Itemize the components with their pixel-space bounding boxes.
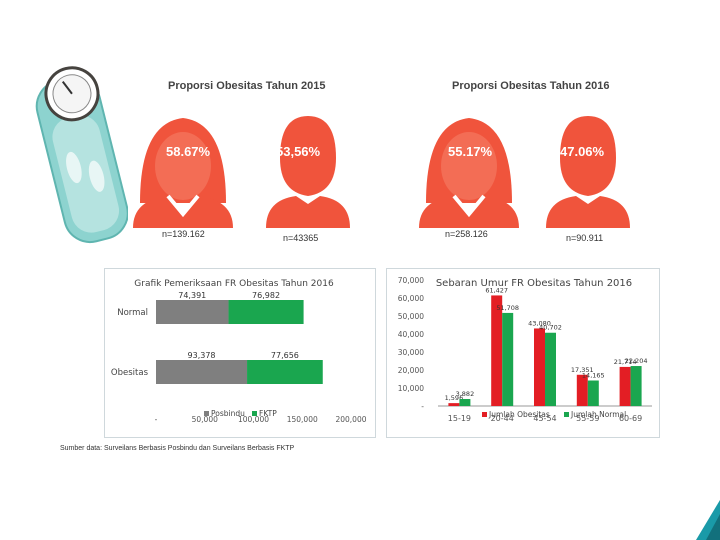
chart2-data-label-jumlah-normal-20-44: 51,708 xyxy=(496,304,519,312)
chart2-y-tick-1: 10,000 xyxy=(398,384,424,393)
chart1-bar-posbindu-obesitas xyxy=(156,360,248,384)
bathroom-scale-icon xyxy=(35,66,128,244)
chart2-bar-jumlah-normal-20-44 xyxy=(502,312,514,406)
chart2-bar-jumlah-normal-45-54 xyxy=(545,332,556,406)
chart2-y-tick-5: 50,000 xyxy=(398,312,424,321)
chart-sebaran-umur: Sebaran Umur FR Obesitas Tahun 2016 - 10,… xyxy=(398,276,652,423)
chart2-y-tick-0: - xyxy=(421,402,424,411)
chart1-category-normal: Normal xyxy=(117,308,148,318)
chart2-category-55-59: 55-59 xyxy=(576,414,599,423)
chart2-legend-jumlah-normal: Jumlah Normal xyxy=(570,410,626,419)
chart2-data-label-jumlah-normal-45-54: 40,702 xyxy=(539,324,562,332)
pct-male-2016: 47.06% xyxy=(560,144,605,159)
chart2-legend-jumlah-obesitas: Jumlah Obesitas xyxy=(488,410,550,419)
chart1-x-tick-2: 100,000 xyxy=(238,415,269,424)
chart2-bar-jumlah-obesitas-45-54 xyxy=(534,328,545,406)
chart2-y-tick-6: 60,000 xyxy=(398,294,424,303)
chart1-data-label-fktp-normal: 76,982 xyxy=(252,291,280,300)
chart1-legend-swatch-posbindu xyxy=(204,411,209,416)
chart1-x-tick-1: 50,000 xyxy=(192,415,218,424)
chart2-y-tick-4: 40,000 xyxy=(398,330,424,339)
chart2-bar-jumlah-obesitas-60-69 xyxy=(619,366,631,406)
chart2-data-label-jumlah-obesitas-55-59: 17,351 xyxy=(571,366,594,374)
chart1-x-tick-3: 150,000 xyxy=(287,415,318,424)
chart2-data-label-jumlah-normal-60-69: 22,204 xyxy=(625,357,648,365)
chart1-data-label-posbindu-obesitas: 93,378 xyxy=(188,351,216,360)
source-note: Sumber data: Surveilans Berbasis Posbind… xyxy=(60,445,295,452)
chart2-data-label-jumlah-obesitas-60-69: 21,714 xyxy=(614,358,637,366)
chart2-bar-jumlah-obesitas-20-44 xyxy=(491,295,503,406)
chart2-bar-jumlah-normal-15-19 xyxy=(459,399,471,406)
chart2-data-label-jumlah-obesitas-20-44: 61,427 xyxy=(485,286,508,294)
chart1-x-tick-0: - xyxy=(155,415,158,424)
chart2-y-tick-7: 70,000 xyxy=(398,276,424,285)
pct-female-2015: 58.67% xyxy=(166,144,211,159)
chart2-category-60-69: 60-69 xyxy=(619,414,642,423)
chart-pemeriksaan: Grafik Pemeriksaan FR Obesitas Tahun 201… xyxy=(111,279,367,424)
chart1-bar-fktp-normal xyxy=(228,300,304,324)
chart1-legend-fktp: FKTP xyxy=(259,409,277,418)
chart2-category-20-44: 20-44 xyxy=(491,414,514,423)
chart2-bar-jumlah-normal-55-59 xyxy=(587,380,599,406)
female-figure-2015-icon xyxy=(133,118,233,228)
male-figure-2016-icon xyxy=(546,116,630,228)
chart2-data-label-jumlah-normal-55-59: 14,165 xyxy=(582,372,605,380)
chart2-legend-swatch-jumlah-normal xyxy=(564,412,569,417)
n-female-2016: n=258.126 xyxy=(445,229,488,239)
chart1-x-tick-4: 200,000 xyxy=(335,415,366,424)
chart1-legend-posbindu: Posbindu xyxy=(211,409,245,418)
chart1-legend-swatch-fktp xyxy=(252,411,257,416)
chart2-category-15-19: 15-19 xyxy=(448,414,471,423)
chart-sebaran-umur-frame xyxy=(386,268,660,438)
n-male-2015: n=43365 xyxy=(283,233,319,243)
chart-pemeriksaan-frame xyxy=(104,268,376,438)
chart1-title: Grafik Pemeriksaan FR Obesitas Tahun 201… xyxy=(134,279,334,289)
chart2-bar-jumlah-obesitas-55-59 xyxy=(576,374,588,406)
chart1-data-label-posbindu-normal: 74,391 xyxy=(178,291,206,300)
corner-decoration-icon xyxy=(696,500,720,540)
title-2016: Proporsi Obesitas Tahun 2016 xyxy=(452,80,610,92)
chart1-bar-posbindu-normal xyxy=(156,300,229,324)
chart2-legend-swatch-jumlah-obesitas xyxy=(482,412,487,417)
chart1-bar-fktp-obesitas xyxy=(247,360,323,384)
female-figure-2016-icon xyxy=(419,118,519,228)
chart2-data-label-jumlah-normal-15-19: 3,882 xyxy=(456,390,475,398)
chart2-title: Sebaran Umur FR Obesitas Tahun 2016 xyxy=(436,278,632,289)
chart2-y-tick-2: 20,000 xyxy=(398,366,424,375)
n-female-2015: n=139.162 xyxy=(162,229,205,239)
pct-female-2016: 55.17% xyxy=(448,144,493,159)
male-figure-2015-icon xyxy=(266,116,350,228)
n-male-2016: n=90.911 xyxy=(566,233,604,243)
pct-male-2015: 53,56% xyxy=(276,144,321,159)
chart2-data-label-jumlah-obesitas-45-54: 43,080 xyxy=(528,319,551,327)
chart1-category-obesitas: Obesitas xyxy=(111,368,149,378)
chart2-bar-jumlah-normal-60-69 xyxy=(630,366,642,406)
chart2-category-45-54: 45-54 xyxy=(533,414,556,423)
title-2015: Proporsi Obesitas Tahun 2015 xyxy=(168,80,326,92)
chart2-bar-jumlah-obesitas-15-19 xyxy=(448,403,460,406)
chart1-data-label-fktp-obesitas: 77,656 xyxy=(271,351,299,360)
chart2-data-label-jumlah-obesitas-15-19: 1,596 xyxy=(445,394,464,402)
chart2-y-tick-3: 30,000 xyxy=(398,348,424,357)
